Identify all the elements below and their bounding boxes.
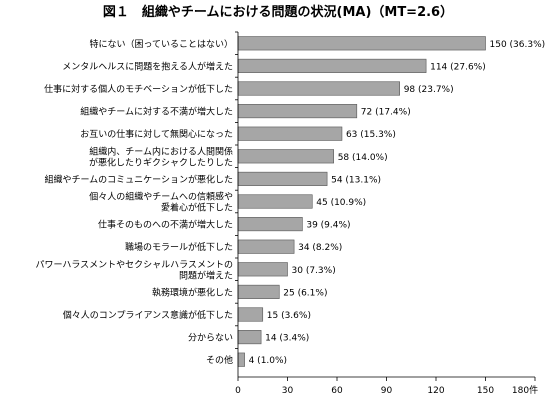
data-label: 150 (36.3%) [490,40,546,50]
chart-title: 図１ 組織やチームにおける問題の状況(MA)（MT=2.6） [103,4,453,20]
category-label-line: 組織やチームのコミュニケーションが悪化した [44,173,233,185]
category-label-line: その他 [206,354,233,366]
bar [237,36,486,51]
data-label: 14 (3.4%) [265,334,309,344]
category-label: 組織内、チーム内における人間関係が悪化したりギクシャクしたりした [89,145,233,168]
data-label: 25 (6.1%) [283,288,327,298]
category-label-line: 個々人の組織やチームへの信頼感や [89,191,233,203]
category-label: 仕事そのものへの不満が増大した [98,219,233,231]
bar [237,239,295,254]
category-label-line: 組織内、チーム内における人間関係 [89,145,233,157]
data-label: 114 (27.6%) [430,62,486,72]
category-label-line: 職場のモラールが低下した [125,241,233,253]
data-label: 54 (13.1%) [331,175,381,185]
x-tick-label: 150 [477,386,494,396]
bar [237,149,334,164]
category-label-line: パワーハラスメントやセクシャルハラスメントの [36,259,233,270]
category-label: 分からない [188,333,233,344]
category-label: お互いの仕事に対して無関心になった [80,128,233,140]
category-label: 個々人のコンプライアンス意識が低下した [63,309,233,321]
bar [237,126,343,141]
data-label: 45 (10.9%) [316,198,366,208]
data-label: 39 (9.4%) [306,221,350,231]
category-label: 組織やチームに対する不満が増大した [80,106,233,118]
category-label: 組織やチームのコミュニケーションが悪化した [44,173,233,185]
x-tick-label: 60 [331,386,343,396]
x-tick-label: 120 [427,386,444,396]
category-label-line: が悪化したりギクシャクしたりした [89,156,233,168]
category-label-line: メンタルヘルスに問題を抱える人が増えた [62,60,233,72]
bar [237,171,328,186]
bar [237,58,427,73]
category-label: 職場のモラールが低下した [125,241,233,253]
data-label: 30 (7.3%) [292,266,336,276]
bar [237,330,262,345]
bar [237,104,358,119]
category-label: パワーハラスメントやセクシャルハラスメントの問題が増えた [36,259,233,281]
bar [237,81,400,96]
category-label-line: 愛着心が低下した [161,202,233,214]
bar [237,352,245,367]
data-label: 58 (14.0%) [338,153,388,163]
category-label: 個々人の組織やチームへの信頼感や愛着心が低下した [89,191,233,214]
category-label: 執務環境が悪化した [152,286,233,298]
bar [237,307,264,322]
data-label: 34 (8.2%) [298,243,342,253]
data-label: 63 (15.3%) [346,130,396,140]
x-tick-label: 90 [381,386,393,396]
category-label-line: 個々人のコンプライアンス意識が低下した [63,309,233,321]
category-label: 特にない（困っていることはない） [89,38,233,50]
bar [237,194,313,209]
category-label-line: 特にない（困っていることはない） [89,38,233,50]
bar [237,217,303,232]
data-label: 72 (17.4%) [361,108,411,118]
category-label: その他 [206,354,233,366]
category-label-line: お互いの仕事に対して無関心になった [80,128,233,140]
data-label: 98 (23.7%) [404,85,454,95]
category-label-line: 仕事そのものへの不満が増大した [98,219,233,231]
category-label: 仕事に対する個人のモチベーションが低下した [44,83,233,95]
category-label-line: 仕事に対する個人のモチベーションが低下した [44,83,233,95]
bar [237,262,288,277]
data-label: 15 (3.6%) [267,311,311,321]
x-tick-label: 180件 [512,384,538,396]
data-label: 4 (1.0%) [249,356,287,366]
category-label-line: 分からない [188,333,233,344]
category-label-line: 執務環境が悪化した [152,286,233,298]
bar [237,284,280,299]
x-tick-label: 30 [282,386,294,396]
category-label: メンタルヘルスに問題を抱える人が増えた [62,60,233,72]
category-label-line: 問題が増えた [179,269,233,281]
x-tick-label: 0 [235,386,241,396]
category-label-line: 組織やチームに対する不満が増大した [80,106,233,118]
